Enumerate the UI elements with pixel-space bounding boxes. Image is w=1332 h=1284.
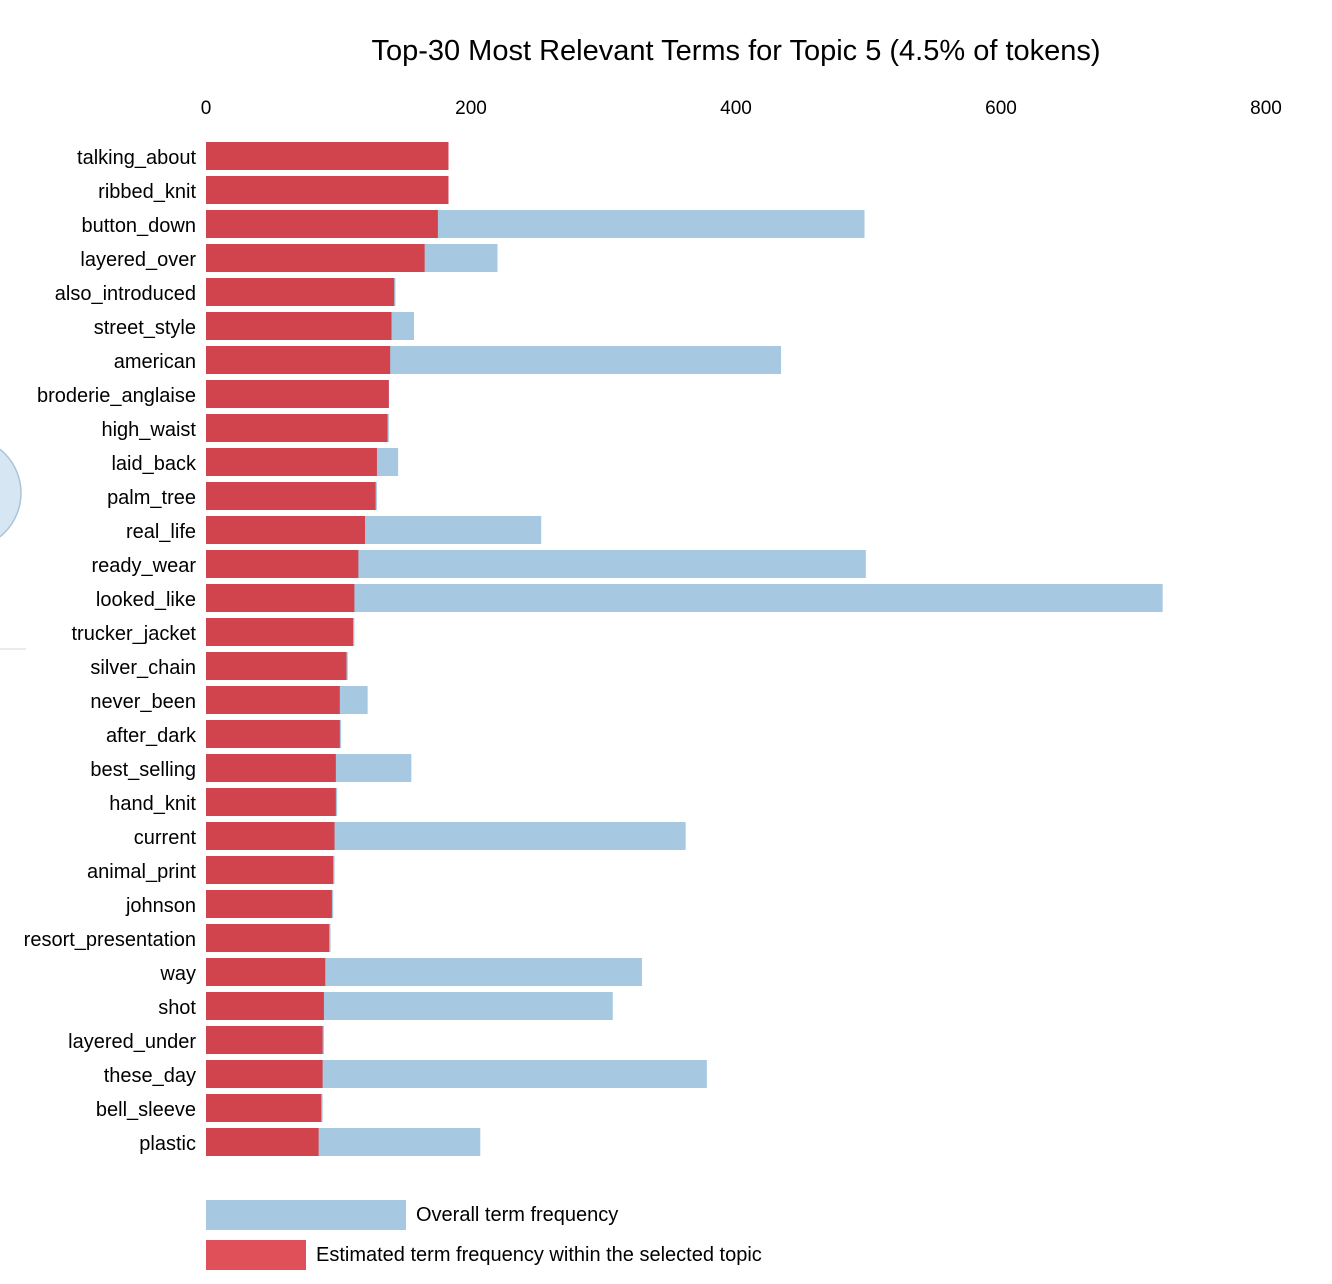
term-labels: talking_about ribbed_knit button_downlayer…: [24, 147, 197, 1155]
term-label[interactable]: these_day: [104, 1065, 196, 1087]
term-label[interactable]: looked_like: [96, 589, 196, 611]
term-label[interactable]: real_life: [126, 521, 196, 543]
term-label[interactable]: johnson: [125, 895, 196, 917]
term-label[interactable]: silver_chain: [90, 657, 196, 679]
topic-frequency-bar[interactable]: [206, 516, 365, 544]
term-label[interactable]: ribbed_knit: [98, 181, 196, 203]
term-label[interactable]: button_down: [81, 215, 196, 237]
term-label[interactable]: laid_back: [111, 453, 197, 475]
topic-frequency-bar[interactable]: [206, 1128, 319, 1156]
topic-frequency-bar[interactable]: [206, 448, 377, 476]
topic-frequency-bars: [206, 142, 449, 1156]
legend-swatch-topic: [206, 1240, 306, 1270]
legend-swatch-overall: [206, 1200, 406, 1230]
term-label[interactable]: high_waist: [101, 419, 196, 441]
x-axis: 0 200 400 600 800: [201, 98, 1282, 119]
term-label[interactable]: resort_presentation: [24, 929, 196, 951]
topic-frequency-bar[interactable]: [206, 550, 359, 578]
overall-frequency-bar[interactable]: [206, 584, 1163, 612]
topic-frequency-bar[interactable]: [206, 1060, 323, 1088]
x-tick-label: 600: [985, 98, 1017, 119]
topic-frequency-bar[interactable]: [206, 890, 332, 918]
topic-frequency-bar[interactable]: [206, 142, 449, 170]
topic-frequency-bar[interactable]: [206, 176, 449, 204]
topic-frequency-bar[interactable]: [206, 788, 336, 816]
topic-bubble-partial[interactable]: [0, 437, 22, 549]
topic-frequency-bar[interactable]: [206, 686, 340, 714]
x-tick-label: 800: [1250, 98, 1282, 119]
topic-frequency-bar[interactable]: [206, 924, 330, 952]
topic-frequency-bar[interactable]: [206, 244, 425, 272]
x-tick-label: 400: [720, 98, 752, 119]
term-label[interactable]: layered_over: [80, 249, 196, 271]
topic-frequency-bar[interactable]: [206, 380, 389, 408]
term-label[interactable]: never_been: [90, 691, 196, 713]
topic-frequency-bar[interactable]: [206, 822, 335, 850]
x-tick-label: 200: [455, 98, 487, 119]
term-label[interactable]: after_dark: [106, 725, 197, 747]
term-label[interactable]: current: [134, 827, 197, 849]
term-label[interactable]: best_selling: [90, 759, 196, 781]
legend-label-topic: Estimated term frequency within the sele…: [316, 1244, 762, 1266]
term-label[interactable]: broderie_anglaise: [37, 385, 196, 407]
term-label[interactable]: shot: [158, 997, 196, 1019]
topic-frequency-bar[interactable]: [206, 210, 438, 238]
topic-frequency-bar[interactable]: [206, 346, 391, 374]
legend-label-overall: Overall term frequency: [416, 1204, 618, 1226]
term-label[interactable]: bell_sleeve: [96, 1099, 196, 1121]
topic-frequency-bar[interactable]: [206, 278, 395, 306]
topic-frequency-bar[interactable]: [206, 1026, 323, 1054]
topic-frequency-bar[interactable]: [206, 618, 354, 646]
term-label[interactable]: also_introduced: [55, 283, 196, 305]
term-label[interactable]: plastic: [139, 1133, 196, 1155]
term-label[interactable]: hand_knit: [109, 793, 196, 815]
term-label[interactable]: ready_wear: [91, 555, 196, 577]
topic-frequency-bar[interactable]: [206, 414, 388, 442]
topic-frequency-bar[interactable]: [206, 652, 347, 680]
term-label[interactable]: street_style: [94, 317, 196, 339]
topic-frequency-bar[interactable]: [206, 992, 324, 1020]
topic-frequency-bar[interactable]: [206, 1094, 322, 1122]
topic-frequency-bar[interactable]: [206, 482, 376, 510]
term-label[interactable]: talking_about: [77, 147, 196, 169]
topic-frequency-bar[interactable]: [206, 720, 340, 748]
term-label[interactable]: animal_print: [87, 861, 196, 883]
topic-frequency-bar[interactable]: [206, 754, 336, 782]
chart-title: Top-30 Most Relevant Terms for Topic 5 (…: [371, 35, 1100, 67]
topic-frequency-bar[interactable]: [206, 584, 355, 612]
term-label[interactable]: layered_under: [68, 1031, 196, 1053]
x-tick-label: 0: [201, 98, 212, 119]
term-label[interactable]: palm_tree: [107, 487, 196, 509]
term-label[interactable]: trucker_jacket: [72, 623, 197, 645]
term-label[interactable]: way: [159, 963, 196, 985]
topic-frequency-bar[interactable]: [206, 312, 392, 340]
topic-frequency-bar[interactable]: [206, 856, 334, 884]
legend: Overall term frequency Estimated term fr…: [206, 1200, 762, 1270]
topic-frequency-bar[interactable]: [206, 958, 326, 986]
term-label[interactable]: american: [114, 351, 196, 373]
